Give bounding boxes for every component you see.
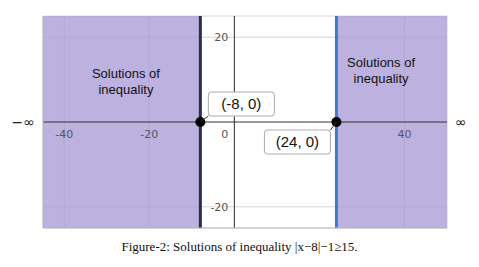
svg-text:20: 20 [214,31,228,44]
html-text:Figure-2: Solutions of inequal: Figure-2: Solutions of inequality |x−8|−… [121,239,358,254]
svg-text:40: 40 [397,128,411,141]
svg-text:−∞: −∞ [12,114,35,130]
svg-text:-40: -40 [55,128,73,141]
svg-text:-20: -20 [210,201,228,214]
svg-text:(24, 0): (24, 0) [276,133,319,150]
svg-text:0: 0 [221,128,228,141]
svg-text:(-8, 0): (-8, 0) [221,95,261,112]
svg-text:-20: -20 [140,128,158,141]
svg-text:Solutions ofinequality: Solutions ofinequality [92,66,160,97]
svg-text:Solutions ofinequality: Solutions ofinequality [347,55,415,86]
svg-text:∞: ∞ [455,114,467,130]
